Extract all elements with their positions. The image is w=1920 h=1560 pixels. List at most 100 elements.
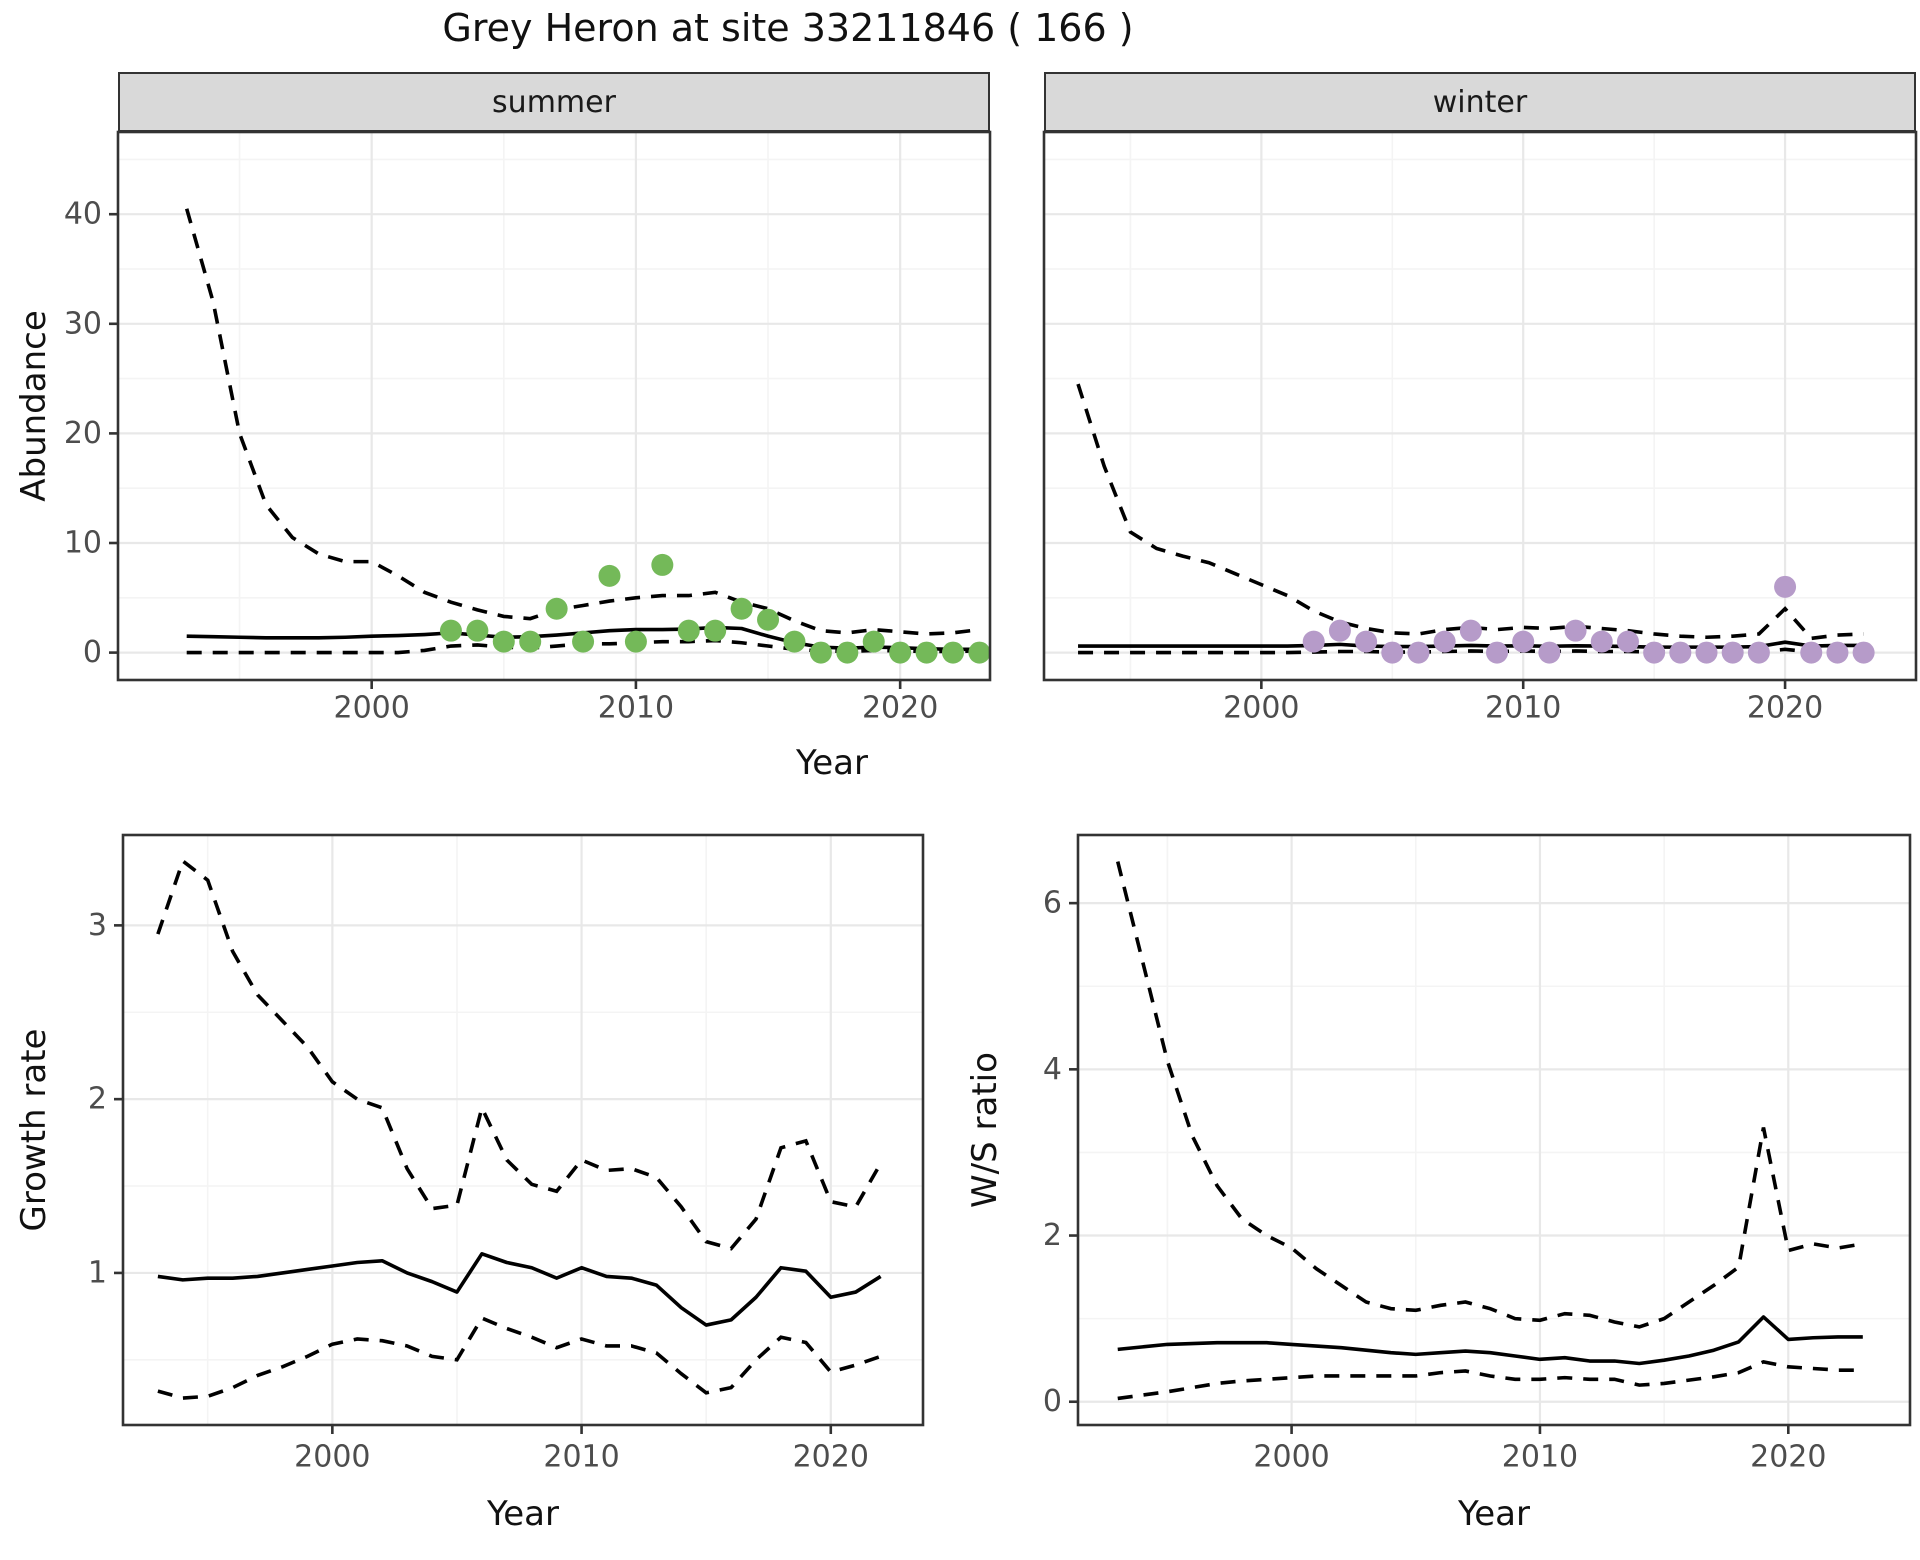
data-point: [915, 641, 938, 664]
panel-growth-rate: 2000 2010 2020 1 2 3: [88, 833, 925, 1475]
data-point: [704, 619, 727, 642]
panel-ws-ratio: 2000 2010 2020 0 2 4 6: [1043, 833, 1912, 1475]
panel-background: [1044, 132, 1916, 680]
data-point: [809, 641, 832, 664]
data-point: [1826, 641, 1849, 664]
data-point: [730, 597, 753, 620]
panel-summer: 2000 2010 2020 0 10 20 30 40: [64, 130, 992, 726]
x-axis-title-top: Year: [796, 743, 868, 783]
data-point: [1590, 630, 1613, 653]
x-axis-title-growth: Year: [487, 1494, 559, 1534]
median-fit-line: [1117, 1315, 1863, 1366]
x-tick-label: 2010: [598, 691, 674, 726]
data-point: [1643, 641, 1666, 664]
x-tick-label: 2010: [543, 1440, 619, 1475]
data-point: [1669, 641, 1692, 664]
y-tick-label: 2: [1043, 1218, 1062, 1253]
x-tick-label: 2020: [862, 691, 938, 726]
y-axis-title-growth-rate: Growth rate: [14, 1028, 54, 1232]
data-point: [757, 608, 780, 631]
x-tick-label: 2010: [1485, 691, 1561, 726]
upper-ci-line: [184, 208, 980, 636]
y-tick-label: 40: [64, 197, 102, 232]
y-tick-label: 0: [1043, 1384, 1062, 1419]
data-point: [942, 641, 965, 664]
x-tick-label: 2000: [333, 691, 409, 726]
data-point: [889, 641, 912, 664]
y-tick-label: 10: [64, 526, 102, 561]
data-point: [1328, 619, 1351, 642]
panel-border: [121, 833, 925, 1427]
facet-strip-summer: summer: [118, 72, 990, 132]
data-point: [1695, 641, 1718, 664]
data-point: [1616, 630, 1639, 653]
panel-winter: 2000 2010 2020: [1042, 130, 1918, 726]
data-point: [1564, 619, 1587, 642]
upper-ci-line: [1115, 861, 1864, 1329]
data-point: [466, 619, 489, 642]
y-tick-label: 20: [64, 416, 102, 451]
y-tick-label: 0: [83, 635, 102, 670]
data-point: [545, 597, 568, 620]
data-point: [1747, 641, 1770, 664]
data-point: [1459, 619, 1482, 642]
lower-ci-line: [157, 1315, 882, 1400]
panel-border: [116, 130, 992, 682]
data-point: [1486, 641, 1509, 664]
y-tick-label: 4: [1043, 1052, 1062, 1087]
data-point: [783, 630, 806, 653]
data-point: [968, 641, 991, 664]
median-fit-line: [157, 1252, 882, 1327]
data-point: [1381, 641, 1404, 664]
y-tick-label: 2: [88, 1082, 107, 1117]
upper-ci-line: [156, 858, 883, 1251]
facet-strip-winter: winter: [1044, 72, 1916, 132]
data-point: [1721, 641, 1744, 664]
y-tick-label: 3: [88, 908, 107, 943]
x-tick-label: 2000: [1253, 1440, 1329, 1475]
data-point: [862, 630, 885, 653]
lower-ci-line: [1117, 1359, 1863, 1401]
x-tick-label: 2020: [1750, 1440, 1826, 1475]
data-point: [836, 641, 859, 664]
y-axis-title-abundance: Abundance: [14, 310, 54, 502]
panel-background: [123, 835, 923, 1425]
x-tick-label: 2020: [793, 1440, 869, 1475]
x-tick-label: 2020: [1747, 691, 1823, 726]
y-tick-label: 6: [1043, 886, 1062, 921]
data-point: [1774, 575, 1797, 598]
panel-border: [1042, 130, 1918, 682]
facet-strip-summer-label: summer: [492, 84, 616, 120]
data-point: [572, 630, 595, 653]
panel-background: [118, 132, 990, 680]
y-axis-title-ws-ratio: W/S ratio: [965, 1052, 1005, 1208]
x-tick-label: 2000: [294, 1440, 370, 1475]
data-point: [492, 630, 515, 653]
panel-border: [1076, 833, 1912, 1427]
data-point: [624, 630, 647, 653]
data-point: [1512, 630, 1535, 653]
data-point: [1355, 630, 1378, 653]
data-point: [1302, 630, 1325, 653]
page-title: Grey Heron at site 33211846 ( 166 ): [442, 6, 1134, 50]
y-tick-label: 30: [64, 306, 102, 341]
data-point: [1852, 641, 1875, 664]
panel-background: [1078, 835, 1910, 1425]
x-tick-label: 2000: [1223, 691, 1299, 726]
data-point: [1800, 641, 1823, 664]
data-point: [1407, 641, 1430, 664]
upper-ci-line: [1076, 383, 1864, 641]
data-point: [677, 619, 700, 642]
data-point: [439, 619, 462, 642]
y-tick-label: 1: [88, 1255, 107, 1290]
x-tick-label: 2010: [1502, 1440, 1578, 1475]
data-point: [651, 553, 674, 576]
data-point: [1538, 641, 1561, 664]
x-axis-title-ws: Year: [1458, 1494, 1530, 1534]
data-point: [1433, 630, 1456, 653]
data-point: [598, 564, 621, 587]
facet-strip-winter-label: winter: [1432, 84, 1528, 120]
data-point: [519, 630, 542, 653]
